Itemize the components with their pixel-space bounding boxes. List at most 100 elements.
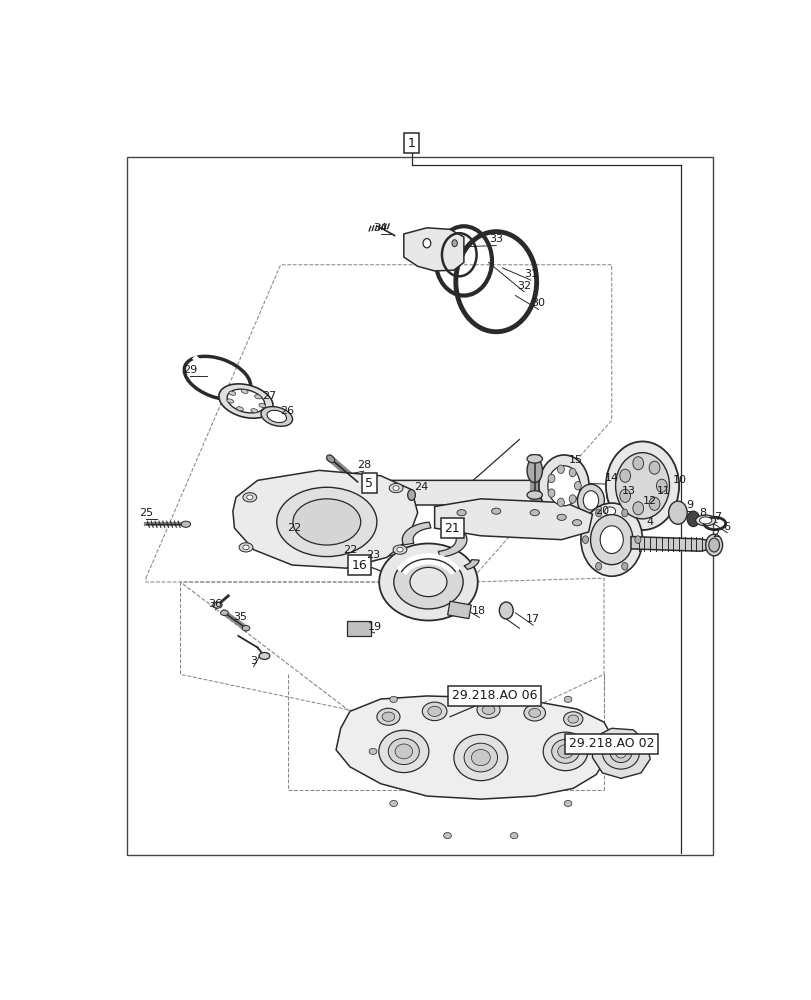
Ellipse shape [621, 509, 627, 517]
Ellipse shape [695, 515, 714, 526]
Ellipse shape [530, 510, 539, 516]
Ellipse shape [376, 708, 400, 725]
Ellipse shape [326, 455, 334, 463]
Ellipse shape [584, 748, 592, 754]
Ellipse shape [615, 748, 625, 758]
Text: 17: 17 [526, 614, 539, 624]
Ellipse shape [615, 453, 668, 519]
Text: 4: 4 [646, 517, 653, 527]
Ellipse shape [260, 407, 292, 426]
Text: 28: 28 [356, 460, 371, 470]
Text: 35: 35 [234, 612, 247, 622]
Ellipse shape [590, 515, 632, 565]
Text: 26: 26 [279, 406, 294, 416]
Ellipse shape [242, 493, 256, 502]
Ellipse shape [410, 567, 446, 597]
Ellipse shape [602, 737, 639, 769]
Ellipse shape [379, 730, 428, 773]
Ellipse shape [580, 503, 642, 576]
Ellipse shape [632, 457, 643, 470]
Ellipse shape [471, 749, 490, 766]
Ellipse shape [582, 491, 598, 510]
Ellipse shape [569, 495, 575, 503]
Ellipse shape [526, 491, 542, 499]
Text: 2: 2 [711, 529, 719, 539]
Ellipse shape [393, 545, 406, 554]
Polygon shape [592, 728, 650, 778]
Ellipse shape [577, 484, 603, 517]
Text: 7: 7 [713, 512, 720, 522]
Ellipse shape [423, 239, 431, 248]
Text: 32: 32 [517, 281, 530, 291]
Ellipse shape [634, 536, 640, 544]
Ellipse shape [229, 391, 235, 395]
Ellipse shape [393, 555, 462, 609]
Ellipse shape [242, 626, 250, 631]
Text: 14: 14 [604, 473, 618, 483]
Text: 30: 30 [531, 298, 545, 308]
Text: 18: 18 [472, 606, 486, 616]
Polygon shape [401, 522, 431, 545]
Ellipse shape [457, 510, 466, 516]
Ellipse shape [551, 739, 579, 763]
Text: 23: 23 [366, 550, 380, 560]
Ellipse shape [395, 744, 412, 759]
Polygon shape [438, 534, 466, 557]
Ellipse shape [621, 562, 627, 570]
Polygon shape [463, 560, 478, 569]
Ellipse shape [227, 389, 264, 413]
Ellipse shape [648, 497, 659, 510]
Ellipse shape [212, 602, 222, 608]
Ellipse shape [569, 468, 575, 477]
Ellipse shape [393, 486, 399, 490]
Ellipse shape [547, 489, 554, 497]
Text: 29.218.AO 02: 29.218.AO 02 [569, 737, 654, 750]
Ellipse shape [443, 833, 451, 839]
Polygon shape [434, 499, 592, 540]
Ellipse shape [389, 696, 397, 702]
Ellipse shape [293, 499, 360, 545]
Ellipse shape [379, 544, 477, 620]
Text: 8: 8 [698, 508, 706, 518]
Text: 29.218.AO 06: 29.218.AO 06 [452, 689, 537, 702]
Ellipse shape [526, 455, 542, 463]
Ellipse shape [648, 461, 659, 474]
Ellipse shape [181, 521, 191, 527]
Ellipse shape [422, 702, 446, 721]
Ellipse shape [572, 520, 581, 526]
Text: 21: 21 [444, 522, 460, 535]
Ellipse shape [526, 458, 542, 483]
Text: 11: 11 [656, 486, 670, 496]
Ellipse shape [609, 743, 631, 763]
Ellipse shape [594, 509, 601, 517]
Ellipse shape [452, 240, 457, 247]
Ellipse shape [564, 696, 571, 702]
Text: 22: 22 [287, 523, 301, 533]
Ellipse shape [619, 469, 630, 482]
Ellipse shape [708, 538, 719, 552]
Ellipse shape [482, 705, 494, 714]
Ellipse shape [388, 483, 402, 493]
Text: 5: 5 [365, 477, 373, 490]
Ellipse shape [369, 748, 376, 754]
Ellipse shape [259, 403, 265, 407]
Ellipse shape [509, 833, 517, 839]
Ellipse shape [564, 800, 571, 807]
Ellipse shape [594, 562, 601, 570]
Ellipse shape [251, 409, 257, 413]
Ellipse shape [528, 708, 540, 717]
Text: 22: 22 [342, 545, 357, 555]
Text: 19: 19 [367, 622, 381, 632]
Ellipse shape [499, 602, 513, 619]
Ellipse shape [632, 502, 643, 515]
Ellipse shape [267, 410, 286, 423]
Ellipse shape [226, 399, 234, 403]
Ellipse shape [543, 732, 587, 771]
Ellipse shape [382, 712, 394, 721]
Text: 1: 1 [407, 137, 415, 150]
Ellipse shape [599, 526, 623, 554]
Polygon shape [233, 470, 417, 568]
Text: 15: 15 [569, 455, 582, 465]
Text: 34: 34 [373, 223, 388, 233]
Ellipse shape [686, 511, 698, 527]
